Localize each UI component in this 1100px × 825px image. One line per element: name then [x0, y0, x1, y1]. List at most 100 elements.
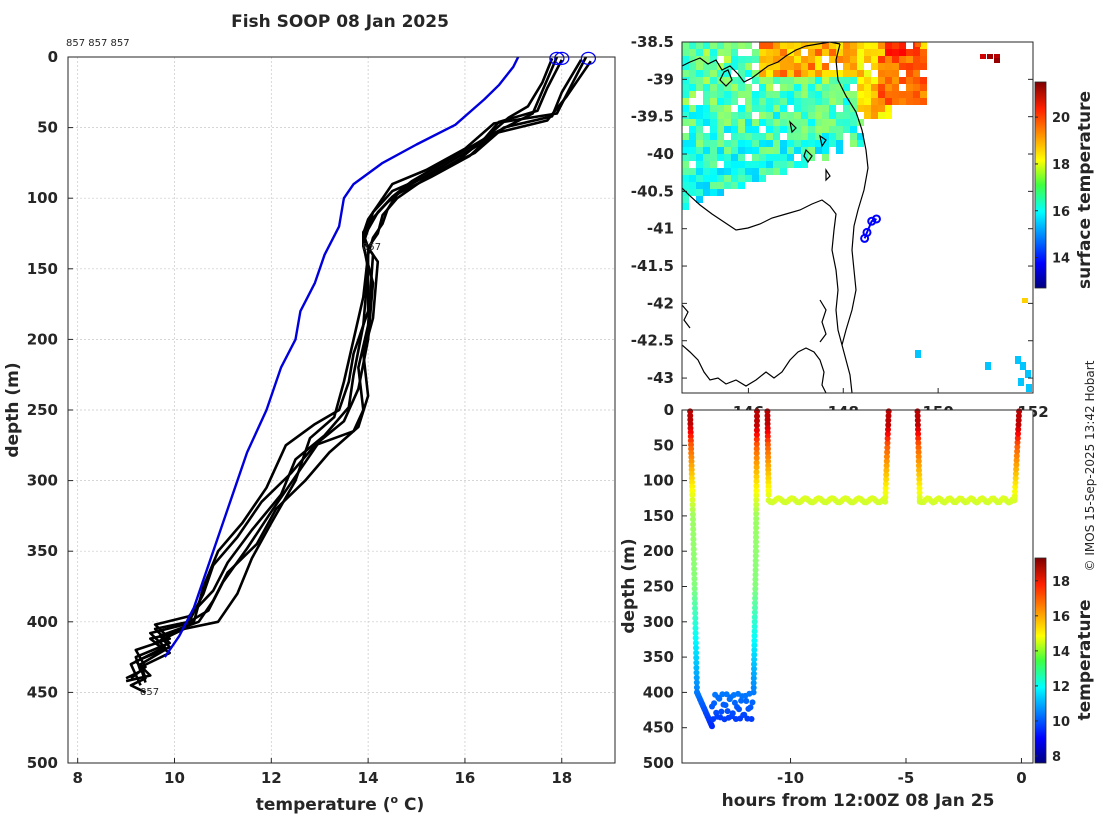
- profile-plot: 8 10 12 14 16 18 0 50 100 150 200 250 300 350 400 450 5…: [3, 12, 616, 815]
- sst-cell: [759, 42, 766, 49]
- sst-cell: [682, 147, 689, 154]
- sst-cell: [766, 140, 773, 147]
- sst-cell: [906, 77, 913, 84]
- sst-cell: [801, 42, 808, 49]
- sst-cell: [752, 49, 759, 56]
- sst-cell: [836, 126, 843, 133]
- sst-cell: [780, 77, 787, 84]
- sst-cell: [815, 112, 822, 119]
- sst-cell: [857, 56, 864, 63]
- depth-time-point: [882, 480, 889, 487]
- depth-time-point: [1013, 457, 1020, 464]
- sst-cell: [682, 112, 689, 119]
- map-y-tick-label: -39: [647, 70, 674, 88]
- sst-cell: [794, 133, 801, 140]
- sst-cell: [731, 140, 738, 147]
- sst-cell: [745, 105, 752, 112]
- sst-cell: [815, 49, 822, 56]
- depth-time-point: [689, 496, 696, 503]
- coastline-islands: [789, 120, 831, 182]
- depth-time-point: [687, 420, 694, 427]
- sst-cell: [703, 175, 710, 182]
- sst-cell: [794, 140, 801, 147]
- depth-time-y-tick-label: 50: [653, 436, 674, 454]
- sst-cell: [696, 56, 703, 63]
- sst-cell: [906, 91, 913, 98]
- sst-cell: [843, 91, 850, 98]
- ship-track-point: [871, 214, 881, 224]
- sst-cell: [822, 133, 829, 140]
- depth-time-point: [751, 609, 758, 616]
- sst-cell: [689, 140, 696, 147]
- sst-cell: [738, 154, 745, 161]
- sst-cell: [717, 70, 724, 77]
- depth-time-point: [752, 590, 759, 597]
- sst-cell: [731, 175, 738, 182]
- depth-time-point: [752, 581, 759, 588]
- ship-track-point: [867, 216, 877, 226]
- sst-cell: [731, 84, 738, 91]
- sst-cell: [752, 91, 759, 98]
- map-y-tick-label: -41: [647, 220, 674, 238]
- sst-cell: [906, 70, 913, 77]
- depth-time-point: [1012, 484, 1019, 490]
- sst-cell: [864, 70, 871, 77]
- depth-time-point: [693, 669, 700, 676]
- sst-cell: [752, 56, 759, 63]
- sst-cell: [780, 154, 787, 161]
- sst-cell: [787, 112, 794, 119]
- depth-time-point: [915, 435, 922, 442]
- depth-time-point: [914, 422, 921, 428]
- depth-time-point: [916, 467, 922, 474]
- sst-cell: [906, 63, 913, 70]
- sst-cell: [920, 98, 927, 105]
- depth-time-point: [690, 536, 697, 543]
- sst-cell: [857, 84, 864, 91]
- sst-cell: [920, 91, 927, 98]
- sst-cell: [696, 84, 703, 91]
- sst-cell: [766, 119, 773, 126]
- profile-x-tick-label: 16: [455, 769, 476, 787]
- sst-cell: [689, 63, 696, 70]
- sst-cell: [759, 154, 766, 161]
- sst-cell: [766, 133, 773, 140]
- coastline-southwest: [682, 344, 827, 393]
- sst-cell: [724, 140, 731, 147]
- profile-x-tick-label: 10: [164, 769, 185, 787]
- sst-cell: [724, 77, 731, 84]
- depth-time-point: [753, 445, 760, 452]
- sst-cell: [696, 77, 703, 84]
- profile-annotation-mid: 857: [362, 242, 381, 253]
- depth-time-point: [753, 496, 760, 503]
- sst-cell: [850, 133, 857, 140]
- sst-cell: [752, 154, 759, 161]
- depth-time-x-tick-label: 0: [1016, 769, 1026, 787]
- depth-time-y-tick-label: 0: [664, 401, 674, 419]
- sst-cell: [822, 98, 829, 105]
- sst-cell: [864, 91, 871, 98]
- depth-time-point: [687, 429, 694, 436]
- sst-cell: [829, 70, 836, 77]
- sst-cell: [682, 77, 689, 84]
- sst-cell: [808, 70, 815, 77]
- depth-time-point: [752, 595, 759, 602]
- map-y-ticks: -38.5 -39 -39.5 -40 -40.5 -41 -41.5 -42 -42.5 -43: [631, 33, 1033, 387]
- sst-cell: [745, 133, 752, 140]
- depth-time-point: [690, 541, 697, 548]
- sst-cell: [899, 91, 906, 98]
- sst-cell: [689, 147, 696, 154]
- sst-cell: [892, 63, 899, 70]
- sst-cell: [724, 182, 731, 189]
- depth-time-point: [1015, 426, 1022, 433]
- sst-cell: [857, 105, 864, 112]
- sst-cell: [682, 154, 689, 161]
- sst-cell: [710, 56, 717, 63]
- depth-time-point: [724, 708, 731, 715]
- sst-cell: [829, 98, 836, 105]
- sst-cell: [696, 140, 703, 147]
- sst-cell: [780, 161, 787, 168]
- sst-cell: [738, 133, 745, 140]
- depth-time-point: [884, 435, 891, 442]
- sst-cell: [808, 119, 815, 126]
- sst-cell: [878, 84, 885, 91]
